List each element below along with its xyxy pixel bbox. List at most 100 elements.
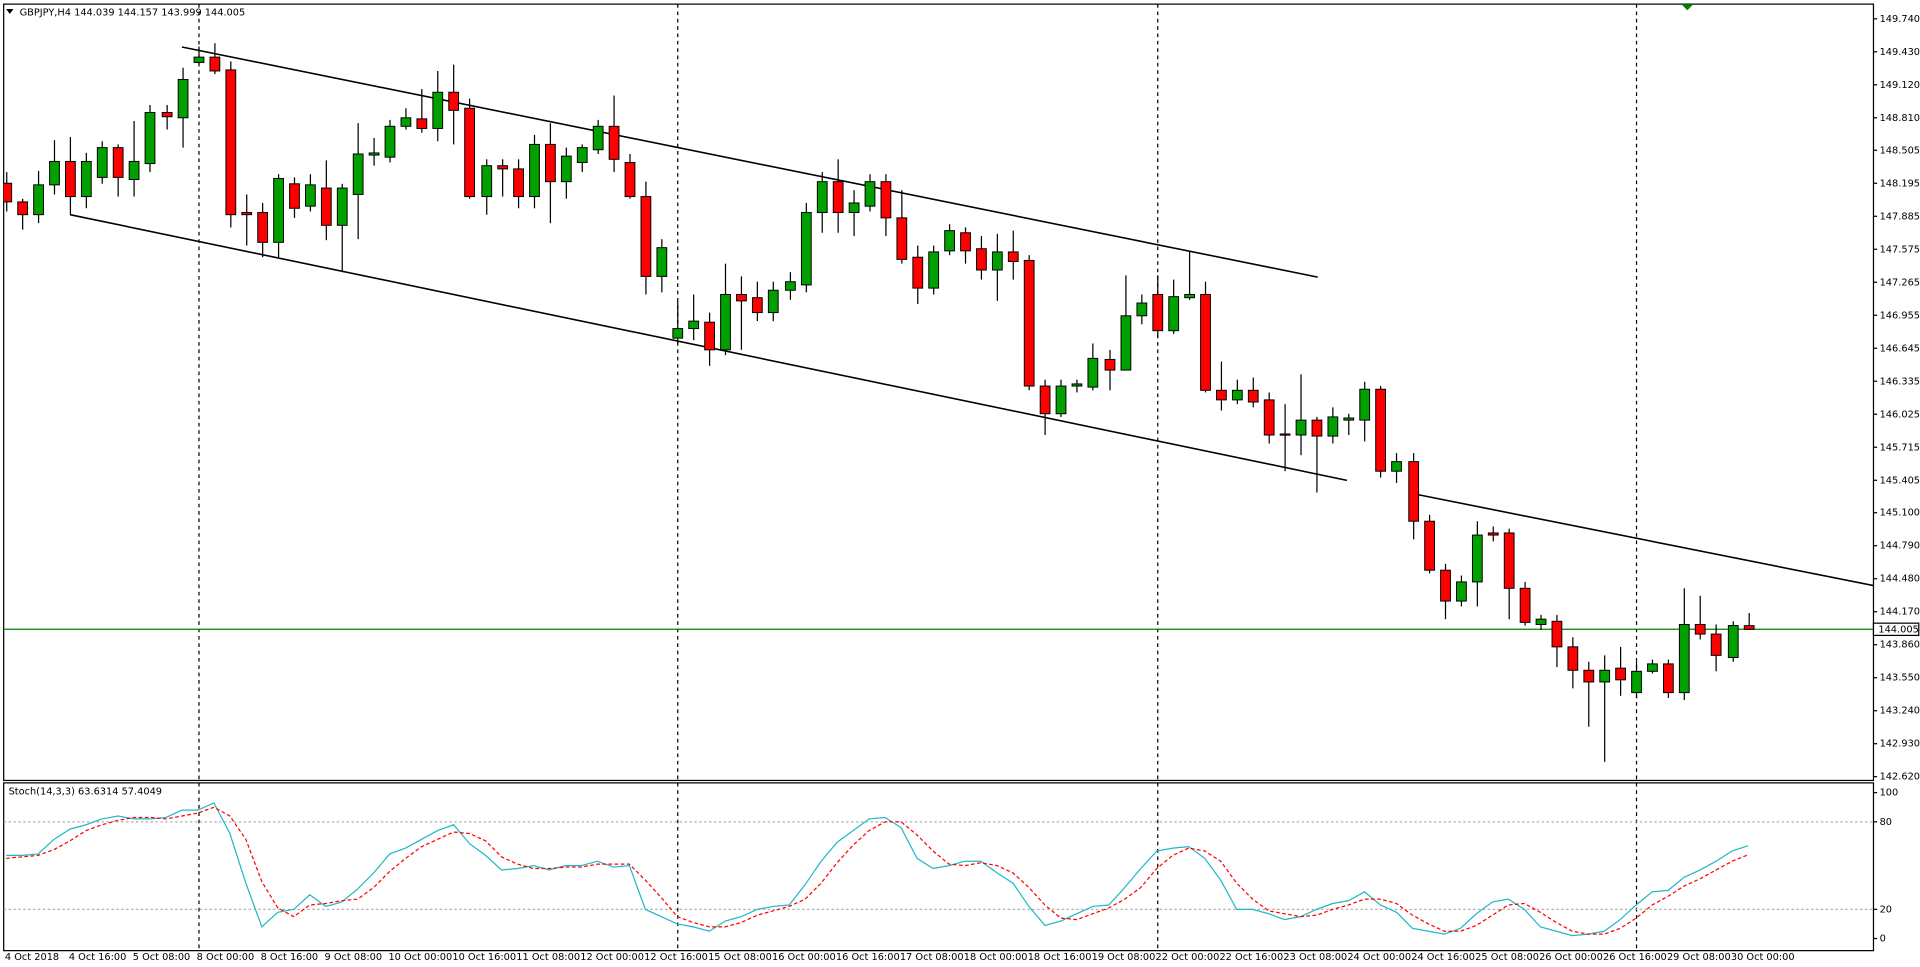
candle-body [1424, 520, 1435, 571]
candle-body [1007, 251, 1019, 262]
candle-body [225, 69, 237, 216]
x-tick-label: 12 Oct 16:00 [644, 952, 708, 963]
x-tick-label: 22 Oct 00:00 [1156, 952, 1220, 963]
y-tick-label: 143.860 [1880, 640, 1920, 651]
x-tick-label: 8 Oct 00:00 [197, 952, 255, 963]
candle-body [880, 181, 892, 219]
y-tick-label: 148.810 [1880, 113, 1920, 124]
menu-triangle[interactable] [6, 9, 14, 14]
x-tick-label: 8 Oct 16:00 [261, 952, 319, 963]
x-tick-label: 23 Oct 08:00 [1283, 952, 1347, 963]
stoch-line [6, 802, 1749, 937]
candle-body [209, 56, 221, 72]
x-tick-label: 4 Oct 2018 [5, 952, 59, 963]
x-tick-label: 11 Oct 08:00 [516, 952, 580, 963]
candle-body [896, 217, 908, 260]
candle-body [65, 160, 76, 198]
candle-body [736, 294, 747, 302]
candle-body [128, 160, 140, 181]
candle-body [193, 56, 205, 63]
candle-body [751, 297, 763, 314]
y-tick-label: 149.430 [1880, 47, 1920, 58]
candle-body [432, 91, 444, 129]
candle-body [1615, 667, 1626, 681]
x-tick-label: 12 Oct 00:00 [580, 952, 644, 963]
candle-body [1263, 399, 1275, 436]
candle-body [1535, 618, 1547, 625]
x-tick-label: 18 Oct 00:00 [964, 952, 1028, 963]
candle-body [33, 184, 44, 216]
y-tick-label: 147.265 [1880, 277, 1920, 288]
candle-body [448, 91, 460, 111]
candle-body [1408, 461, 1420, 522]
candle-body [1678, 624, 1690, 694]
candle-body [928, 251, 940, 289]
candle-body [1055, 385, 1067, 415]
y-tick-label: 144.170 [1880, 607, 1920, 618]
candle-body [1231, 389, 1243, 401]
candle-body [49, 160, 60, 186]
candle-body [1168, 296, 1180, 332]
candle-body [384, 125, 396, 158]
candle-body [1200, 294, 1211, 391]
candle-body [17, 201, 29, 216]
candle-body [672, 328, 684, 339]
x-tick-label: 29 Oct 08:00 [1667, 952, 1731, 963]
x-tick-label: 9 Oct 08:00 [325, 952, 383, 963]
candle-body [1184, 294, 1195, 299]
y-tick-label: 142.620 [1880, 772, 1920, 783]
candle-body [1087, 357, 1099, 388]
candle-body [785, 281, 796, 291]
candle-body [1487, 532, 1499, 536]
candle-body [848, 202, 860, 214]
candle-body [481, 165, 493, 198]
candle-body [368, 152, 380, 156]
y-tick-label: 148.505 [1880, 145, 1920, 156]
candle-body [289, 183, 300, 209]
candle-body [1039, 385, 1051, 415]
candle-body [1694, 624, 1706, 635]
y-tick-label: 143.240 [1880, 706, 1920, 717]
y-tick-label: 145.405 [1880, 475, 1920, 486]
axis-layer: 149.740 149.430 149.120 148.810 148.505 148.1… [5, 14, 1920, 963]
candle-body [1662, 663, 1674, 694]
y-tick-label: 146.025 [1880, 409, 1920, 420]
indicator-title: Stoch(14,3,3) 63.6314 57.4049 [9, 786, 162, 797]
candle-body [497, 165, 509, 170]
candle-body [1295, 419, 1307, 436]
candle-body [1743, 625, 1755, 630]
y-tick-label: 145.100 [1880, 508, 1920, 519]
candle-body [96, 147, 108, 178]
trendline [181, 46, 1318, 278]
period-marker [1681, 4, 1694, 11]
candle-body [1375, 388, 1386, 472]
x-tick-label: 17 Oct 08:00 [900, 952, 964, 963]
candle-body [576, 147, 588, 163]
x-tick-label: 30 Oct 00:00 [1731, 952, 1795, 963]
grid-layer [198, 4, 1638, 951]
candle-body [144, 111, 156, 165]
candle-body [1279, 433, 1291, 436]
candle-body [624, 162, 636, 198]
candle-body [1247, 389, 1259, 403]
x-tick-label: 24 Oct 16:00 [1411, 952, 1475, 963]
y-tick-label: 146.645 [1880, 343, 1920, 354]
price-layer [3, 43, 1874, 762]
candle-body [720, 294, 731, 351]
indicator-panel [3, 782, 1875, 952]
candle-body [640, 196, 652, 277]
candle-body [416, 118, 428, 129]
candle-body [1120, 315, 1132, 371]
candle-body [1599, 669, 1611, 683]
indicator-tick-label: 20 [1880, 904, 1892, 915]
y-tick-label: 148.195 [1880, 178, 1920, 189]
y-tick-label: 149.120 [1880, 80, 1920, 91]
y-tick-label: 147.885 [1880, 211, 1920, 222]
candle-body [273, 177, 284, 243]
x-tick-label: 25 Oct 08:00 [1475, 952, 1539, 963]
candle-body [1023, 259, 1035, 387]
candle-body [608, 125, 620, 160]
candle-body [960, 232, 971, 252]
candle-body [1583, 669, 1595, 683]
